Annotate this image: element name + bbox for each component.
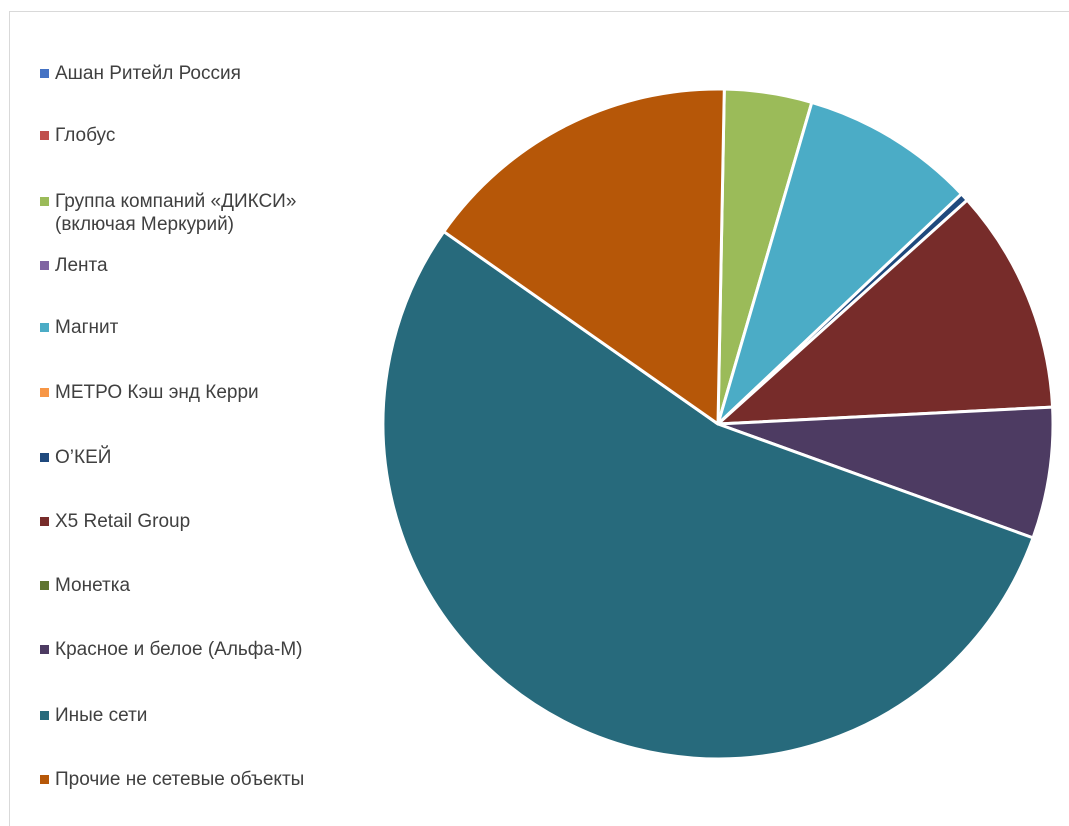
- pie-slice: [381, 230, 1035, 761]
- legend-label: Лента: [55, 255, 108, 276]
- legend-swatch: [40, 645, 49, 654]
- legend-label: X5 Retail Group: [55, 511, 191, 532]
- legend-swatch: [40, 131, 49, 140]
- legend-item: Иные сети: [40, 704, 147, 727]
- legend-item: Красное и белое (Альфа-М): [40, 638, 302, 661]
- legend-item: Прочие не сетевые объекты: [40, 768, 304, 791]
- legend-item: О’КЕЙ: [40, 446, 111, 469]
- legend-swatch: [40, 197, 49, 206]
- legend-item: Группа компаний «ДИКСИ» (включая Меркури…: [40, 190, 296, 236]
- legend-swatch: [40, 775, 49, 784]
- pie-slice: [716, 100, 963, 426]
- legend-label: Прочие не сетевые объекты: [55, 769, 305, 790]
- legend-item: Глобус: [40, 124, 115, 147]
- legend-label: Ашан Ритейл Россия: [55, 63, 241, 84]
- legend-swatch: [40, 261, 49, 270]
- legend-swatch: [40, 517, 49, 526]
- legend-swatch: [40, 711, 49, 720]
- legend-swatch: [40, 581, 49, 590]
- legend-label: Красное и белое (Альфа-М): [55, 639, 303, 660]
- legend-label: Иные сети: [55, 705, 148, 726]
- legend-label: Монетка: [55, 575, 131, 596]
- pie-slice: [716, 405, 1055, 540]
- legend-item: Магнит: [40, 316, 118, 339]
- legend-label: Магнит: [55, 317, 119, 338]
- legend-swatch: [40, 388, 49, 397]
- legend-label: Группа компаний «ДИКСИ» (включая Меркури…: [55, 191, 297, 235]
- legend-swatch: [40, 69, 49, 78]
- legend-item: МЕТРО Кэш энд Керри: [40, 381, 259, 404]
- chart-legend: Ашан Ритейл Россия Глобус Группа компаний …: [40, 0, 380, 826]
- legend-swatch: [40, 323, 49, 332]
- legend-item: Лента: [40, 254, 108, 277]
- legend-item: Монетка: [40, 574, 130, 597]
- legend-label: Глобус: [55, 125, 116, 146]
- legend-item: Ашан Ритейл Россия: [40, 62, 241, 85]
- legend-swatch: [40, 453, 49, 462]
- legend-item: X5 Retail Group: [40, 510, 190, 533]
- pie-slice: [442, 87, 726, 426]
- legend-label: О’КЕЙ: [55, 447, 112, 468]
- pie-slice: [716, 198, 1055, 426]
- legend-label: МЕТРО Кэш энд Керри: [55, 382, 259, 403]
